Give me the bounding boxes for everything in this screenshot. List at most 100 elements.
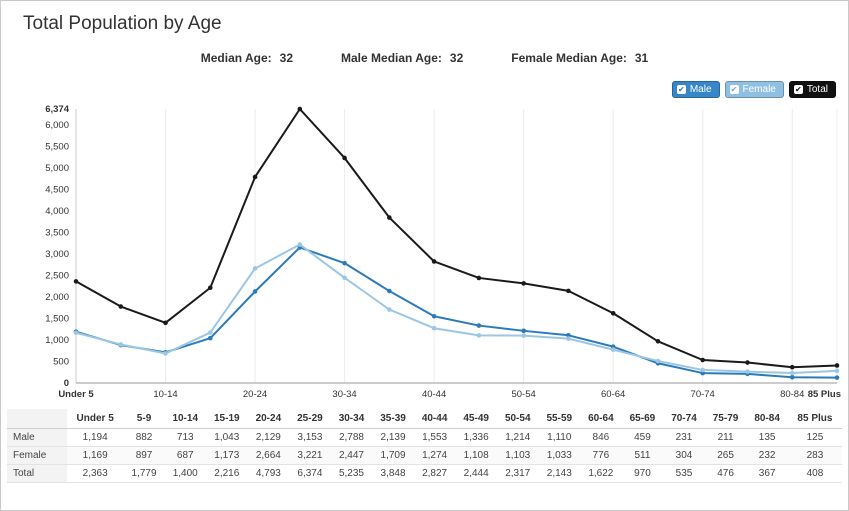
data-point <box>342 275 347 281</box>
table-column-header: 75-79 <box>704 409 747 429</box>
table-column-header: 80-84 <box>746 409 788 429</box>
population-line-chart: 0 500 1,000 1,500 2,000 2,500 3,000 3,500 4,000 4… <box>45 104 841 400</box>
data-point <box>163 351 168 356</box>
table-cell: 1,108 <box>455 446 497 465</box>
data-point <box>476 275 482 281</box>
table-column-header: 20-24 <box>247 409 290 429</box>
table-column-header: 10-14 <box>164 409 207 429</box>
data-point <box>431 313 437 319</box>
median-age-label: Median Age: <box>200 51 272 65</box>
table-cell: 367 <box>746 464 788 483</box>
data-point <box>73 330 79 336</box>
x-axis-label: 40-44 <box>422 389 446 400</box>
table-column-header: 85 Plus <box>787 409 842 429</box>
data-point <box>252 289 258 294</box>
table-cell: 408 <box>787 464 842 483</box>
table-cell: 304 <box>663 446 705 465</box>
table-cell: 1,103 <box>496 446 539 465</box>
table-cell: 231 <box>663 428 705 447</box>
page-title: Total Population by Age <box>23 13 222 34</box>
table-row-male: Male 1,194 882 713 1,043 2,129 3,153 2,788 2,139… <box>7 428 842 447</box>
data-point <box>207 285 213 291</box>
table-column-header: 40-44 <box>413 409 456 429</box>
table-cell: 265 <box>704 446 747 465</box>
data-point <box>655 339 661 344</box>
table-column-header: 45-49 <box>455 409 497 429</box>
checkbox-checked-icon: ✔ <box>793 85 803 94</box>
data-point <box>252 266 258 271</box>
y-axis-label: 1,000 <box>45 335 69 346</box>
chart-legend: ✔ Male ✔ Female ✔ Total <box>671 81 836 98</box>
table-cell: 1,779 <box>123 464 165 483</box>
y-axis-label: 0 <box>64 378 69 389</box>
table-cell: 1,336 <box>455 428 497 447</box>
data-point <box>745 369 750 374</box>
x-axis-label: 20-24 <box>243 389 267 400</box>
data-point <box>789 364 795 370</box>
table-cell: 2,664 <box>247 446 290 465</box>
table-row-label: Total <box>7 464 67 483</box>
table-cell: 2,788 <box>330 428 373 447</box>
table-cell: 2,129 <box>247 428 290 447</box>
table-cell: 882 <box>123 428 165 447</box>
table-cell: 511 <box>621 446 664 465</box>
table-cell: 476 <box>704 464 747 483</box>
table-cell: 1,043 <box>206 428 248 447</box>
table-cell: 2,447 <box>330 446 373 465</box>
x-axis-label: 10-14 <box>153 389 177 400</box>
x-axis-label: 85 Plus <box>808 389 841 400</box>
table-cell: 459 <box>621 428 664 447</box>
table-cell: 897 <box>123 446 165 465</box>
y-axis-label: 2,500 <box>45 271 69 282</box>
data-point <box>163 320 168 326</box>
table-cell: 2,139 <box>372 428 414 447</box>
table-cell: 1,033 <box>538 446 581 465</box>
legend-toggle-male[interactable]: ✔ Male <box>671 81 720 98</box>
table-corner-cell <box>7 409 67 429</box>
table-cell: 2,827 <box>413 464 456 483</box>
data-point <box>521 328 526 334</box>
male-median-age-label: Male Median Age: <box>341 51 442 65</box>
y-axis-label: 4,500 <box>45 185 69 196</box>
y-axis-label: 6,374 <box>45 104 69 115</box>
data-point <box>655 358 661 364</box>
data-point <box>789 374 795 380</box>
table-cell: 2,143 <box>538 464 581 483</box>
table-header-row: Under 5 5-9 10-14 15-19 20-24 25-29 30-34 35-39… <box>7 409 842 429</box>
table-cell: 1,214 <box>496 428 539 447</box>
table-column-header: Under 5 <box>66 409 124 429</box>
female-median-age-label: Female Median Age: <box>511 51 627 65</box>
data-point <box>745 360 750 365</box>
checkbox-checked-icon: ✔ <box>729 85 739 94</box>
table-cell: 713 <box>164 428 207 447</box>
female-median-age-stat: Female Median Age: 31 <box>511 51 648 65</box>
data-point <box>834 368 840 374</box>
legend-toggle-female[interactable]: ✔ Female <box>724 81 784 98</box>
table-cell: 4,793 <box>247 464 290 483</box>
data-point <box>297 242 303 247</box>
table-row-total: Total 2,363 1,779 1,400 2,216 4,793 6,374 5,235… <box>7 464 842 483</box>
y-axis-label: 5,500 <box>45 142 69 153</box>
table-cell: 211 <box>704 428 747 447</box>
table-cell: 2,444 <box>455 464 497 483</box>
table-cell: 1,173 <box>206 446 248 465</box>
table-cell: 1,274 <box>413 446 456 465</box>
y-axis-label: 1,500 <box>45 314 69 325</box>
median-stats-row: Median Age: 32 Male Median Age: 32 Femal… <box>1 51 848 65</box>
y-axis-label: 5,000 <box>45 163 69 174</box>
population-table-wrap: Under 5 5-9 10-14 15-19 20-24 25-29 30-34 35-39… <box>7 409 842 483</box>
legend-total-label: Total <box>806 84 828 95</box>
table-column-header: 15-19 <box>206 409 248 429</box>
x-axis-label: 60-64 <box>601 389 625 400</box>
table-cell: 846 <box>580 428 622 447</box>
table-cell: 232 <box>746 446 788 465</box>
legend-toggle-total[interactable]: ✔ Total <box>788 81 836 98</box>
data-point <box>252 174 258 180</box>
data-point <box>700 357 706 363</box>
y-axis-label: 3,500 <box>45 228 69 239</box>
data-point <box>700 367 706 373</box>
y-axis-label: 3,000 <box>45 249 69 260</box>
median-age-stat: Median Age: 32 <box>201 51 293 65</box>
data-point <box>387 288 392 294</box>
